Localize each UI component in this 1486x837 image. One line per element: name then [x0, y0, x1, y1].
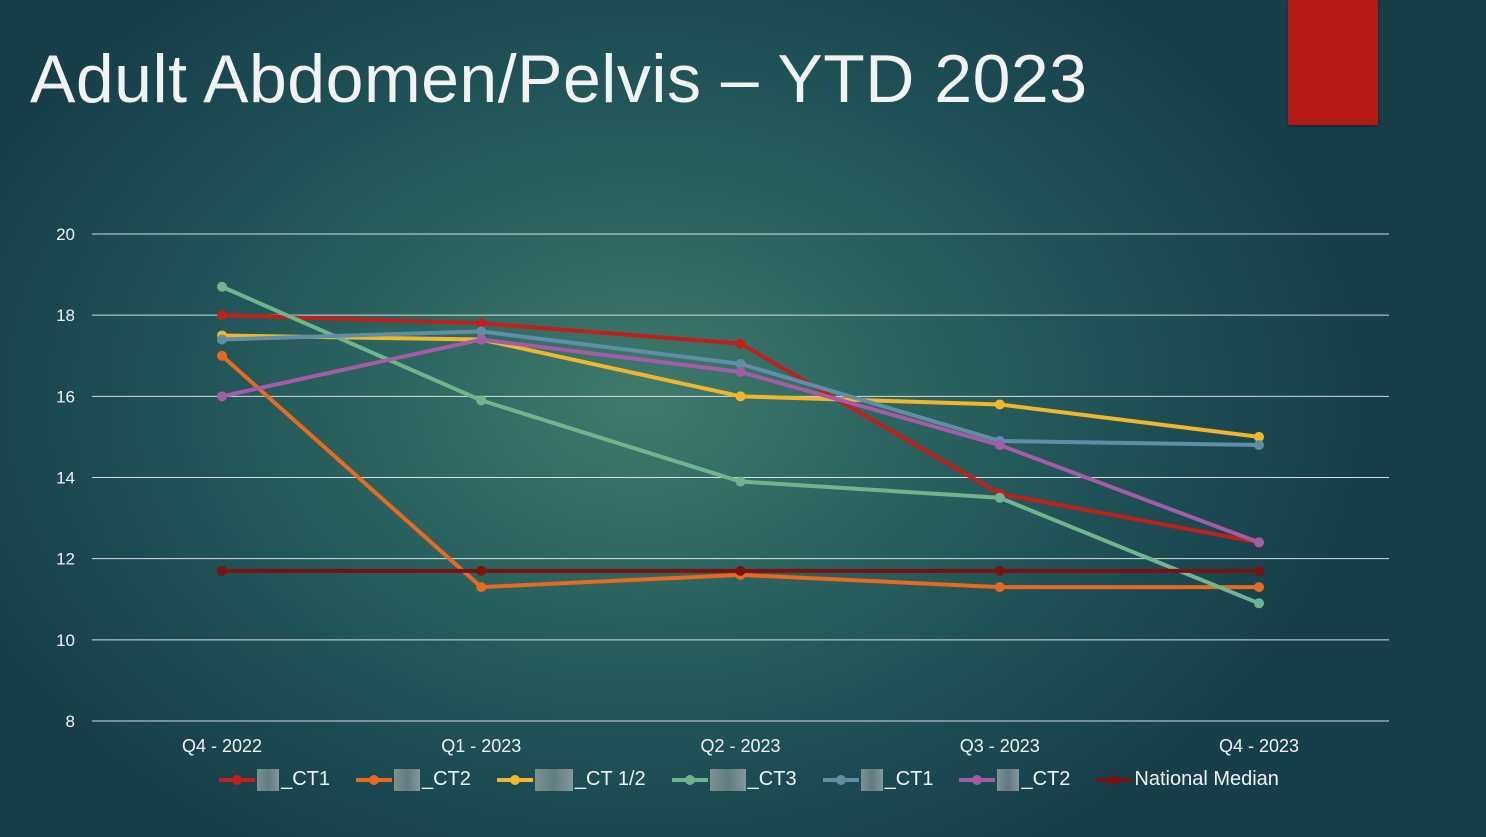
series-line — [220, 353, 1261, 590]
data-point — [1254, 565, 1264, 576]
x-tick-label: Q4 - 2023 — [1219, 736, 1299, 756]
data-point — [735, 358, 746, 369]
x-tick-label: Q3 - 2023 — [960, 736, 1040, 756]
legend-item: _CT2 — [355, 768, 471, 791]
legend-swatch — [355, 774, 392, 786]
legend-label: National Median — [1134, 768, 1279, 790]
y-tick-label: 20 — [56, 225, 75, 244]
legend-label: _CT 1/2 — [574, 768, 646, 790]
series-line — [220, 333, 1261, 439]
data-point — [735, 565, 746, 576]
legend-label: _CT1 — [281, 768, 330, 790]
legend-label: _CT2 — [421, 768, 471, 790]
y-tick-label: 18 — [56, 306, 75, 325]
data-point — [994, 565, 1005, 576]
legend-swatch — [1096, 774, 1133, 786]
data-point — [994, 399, 1005, 410]
series-line — [220, 313, 1261, 545]
redacted-text — [709, 768, 746, 791]
x-tick-label: Q1 - 2023 — [441, 736, 521, 756]
data-point — [217, 350, 227, 361]
legend-swatch — [959, 774, 996, 786]
legend-label: _CT3 — [747, 768, 797, 790]
data-point — [476, 318, 487, 329]
series-1 — [217, 310, 1264, 548]
data-point — [735, 366, 746, 377]
data-point — [476, 582, 487, 593]
data-point — [476, 326, 487, 337]
legend-item: _CT2 — [959, 768, 1070, 791]
legend-item: _CT1 — [822, 768, 934, 791]
legend-item: _CT3 — [671, 768, 797, 791]
legend-label: _CT1 — [884, 768, 934, 790]
legend-swatch — [671, 774, 708, 786]
x-tick-label: Q4 - 2022 — [182, 736, 262, 756]
legend-label: _CT2 — [1021, 768, 1071, 790]
x-axis-ticks: Q4 - 2022 Q1 - 2023 Q2 - 2023 Q3 - 2023 Q4 -… — [182, 736, 1299, 756]
data-point — [1254, 537, 1264, 548]
redacted-text — [393, 768, 420, 791]
accent-bar — [1288, 0, 1378, 125]
data-point — [217, 281, 227, 292]
data-point — [1254, 431, 1264, 442]
legend-item: _CT 1/2 — [496, 768, 646, 791]
legend: _CT1 _CT2 _CT 1/2 _CT3 _CT1 _CT2 National Medi… — [0, 768, 1486, 791]
legend-swatch — [822, 774, 859, 786]
y-axis-ticks: 8 10 12 14 16 18 20 — [56, 225, 75, 731]
redacted-text — [257, 768, 280, 791]
series-4 — [217, 281, 1264, 609]
y-tick-label: 10 — [56, 631, 75, 650]
legend-item: National Median — [1096, 768, 1279, 791]
redacted-text — [997, 768, 1020, 791]
y-tick-label: 12 — [56, 550, 75, 569]
data-point — [217, 310, 227, 321]
y-tick-label: 14 — [56, 469, 75, 488]
data-point — [217, 334, 227, 345]
data-point — [1254, 582, 1264, 593]
legend-swatch — [496, 774, 533, 786]
data-point — [476, 395, 487, 406]
series-lines — [217, 281, 1264, 609]
legend-swatch — [219, 774, 256, 786]
y-tick-label: 16 — [56, 387, 75, 406]
legend-item: _CT1 — [219, 768, 330, 791]
data-point — [994, 440, 1005, 451]
slide-title: Adult Abdomen/Pelvis – YTD 2023 — [30, 41, 1088, 117]
data-point — [994, 582, 1005, 593]
data-point — [1254, 440, 1264, 451]
redacted-text — [860, 768, 883, 791]
data-point — [994, 492, 1005, 503]
series-5 — [217, 326, 1264, 451]
data-point — [735, 476, 746, 487]
data-point — [1254, 598, 1264, 609]
data-point — [476, 334, 487, 345]
y-tick-label: 8 — [66, 712, 75, 731]
data-point — [476, 565, 487, 576]
series-2 — [217, 350, 1264, 593]
data-point — [217, 391, 227, 402]
series-6 — [217, 334, 1264, 548]
data-point — [735, 391, 746, 402]
gridlines — [92, 233, 1389, 722]
x-tick-label: Q2 - 2023 — [700, 736, 780, 756]
data-point — [735, 338, 746, 349]
series-7 — [217, 565, 1264, 576]
data-point — [217, 565, 227, 576]
redacted-text — [534, 768, 573, 791]
